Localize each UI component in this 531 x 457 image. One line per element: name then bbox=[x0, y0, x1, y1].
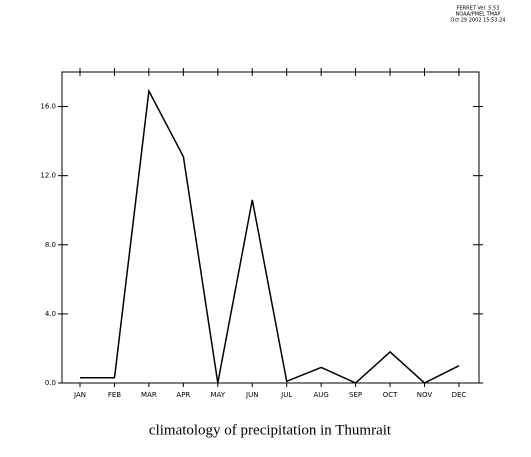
x-tick-label: AUG bbox=[313, 391, 328, 399]
y-tick-label: 12.0 bbox=[40, 172, 56, 180]
header-line: NOAA/PMEL TMAP bbox=[456, 12, 501, 18]
chart-title: climatology of precipitation in Thumrait bbox=[149, 422, 392, 438]
x-tick-label: OCT bbox=[383, 391, 398, 399]
data-line bbox=[80, 88, 460, 384]
x-tick-label: SEP bbox=[349, 391, 362, 399]
x-tick-label: FEB bbox=[108, 391, 121, 399]
x-tick-label: MAY bbox=[211, 391, 226, 399]
x-tick-label: DEC bbox=[452, 391, 467, 399]
header-line: FERRET Ver. 5.53 bbox=[457, 6, 500, 12]
y-tick-label: 4.0 bbox=[45, 310, 56, 318]
x-tick-label: JUN bbox=[245, 391, 258, 399]
y-tick-label: 0.0 bbox=[45, 379, 56, 387]
plot-frame bbox=[61, 71, 480, 384]
x-tick-label: NOV bbox=[417, 391, 433, 399]
header-line: Oct 29 2002 15:53:24 bbox=[451, 18, 506, 24]
y-tick-label: 16.0 bbox=[40, 103, 56, 111]
x-tick-label: APR bbox=[176, 391, 190, 399]
y-tick-label: 8.0 bbox=[45, 241, 56, 249]
x-tick-label: JAN bbox=[73, 391, 86, 399]
x-tick-label: JUL bbox=[280, 391, 292, 399]
x-tick-label: MAR bbox=[141, 391, 157, 399]
